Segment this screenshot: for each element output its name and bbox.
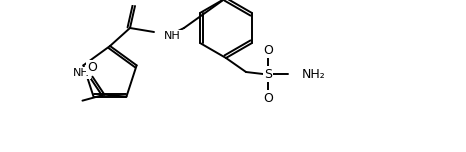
Text: O: O bbox=[263, 43, 273, 57]
Text: O: O bbox=[131, 0, 141, 3]
Text: NH: NH bbox=[164, 31, 181, 41]
Text: S: S bbox=[264, 67, 272, 81]
Text: O: O bbox=[263, 92, 273, 105]
Text: NH₂: NH₂ bbox=[302, 67, 326, 81]
Text: O: O bbox=[88, 61, 97, 74]
Text: NH: NH bbox=[73, 68, 90, 78]
